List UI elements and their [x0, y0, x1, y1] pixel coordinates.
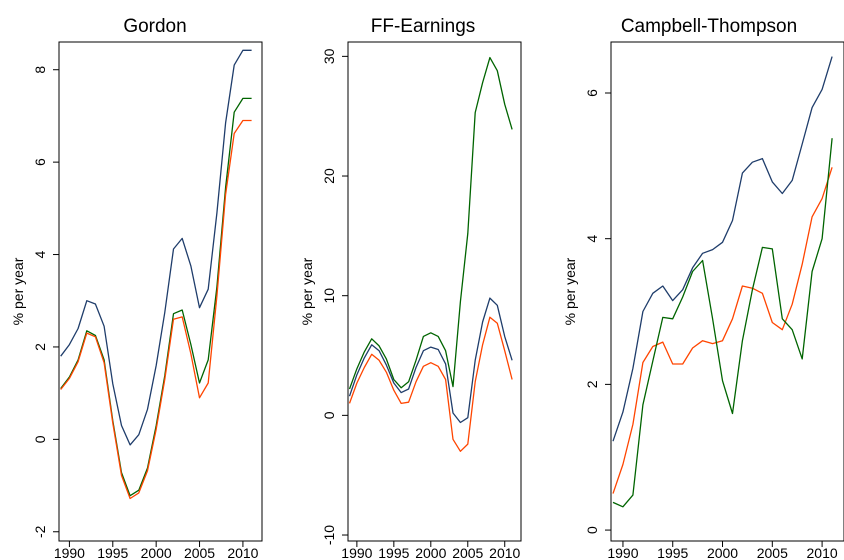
y-axis-label: % per year [299, 257, 315, 325]
chart-title: FF-Earnings [371, 16, 476, 37]
series-line [60, 119, 252, 500]
x-tick-label: 1990 [607, 545, 638, 560]
y-tick-label: 6 [584, 89, 600, 97]
x-tick-label: 2010 [807, 545, 838, 560]
series-line [612, 167, 833, 494]
plot-frame [347, 41, 522, 542]
y-tick-label: 0 [584, 526, 600, 534]
series-line [60, 49, 252, 446]
y-tick-label: 0 [321, 411, 337, 419]
chart-title: Campbell-Thompson [621, 16, 797, 37]
series-line [348, 316, 513, 452]
y-tick-label: -2 [32, 525, 48, 538]
y-tick-label: 2 [584, 380, 600, 388]
series-line [348, 56, 513, 390]
y-tick-label: 10 [321, 288, 337, 304]
x-tick-label: 2010 [489, 545, 520, 560]
x-tick-label: 2005 [452, 545, 483, 560]
series-line [612, 56, 833, 442]
y-tick-label: 4 [32, 250, 48, 258]
y-tick-label: 30 [321, 48, 337, 64]
chart-title: Gordon [123, 16, 186, 37]
y-tick-label: -10 [321, 525, 337, 545]
y-tick-label: 6 [32, 158, 48, 166]
y-tick-label: 8 [32, 66, 48, 74]
y-tick-label: 0 [32, 435, 48, 443]
series-line [60, 97, 252, 497]
y-axis-label: % per year [562, 257, 578, 325]
x-tick-label: 1995 [378, 545, 409, 560]
series-line [612, 138, 833, 508]
x-tick-label: 2005 [184, 545, 215, 560]
y-axis-label: % per year [10, 257, 26, 325]
x-tick-label: 2000 [415, 545, 446, 560]
series-line [348, 297, 513, 424]
x-tick-label: 2000 [707, 545, 738, 560]
x-tick-label: 1995 [97, 545, 128, 560]
x-tick-label: 2000 [141, 545, 172, 560]
x-tick-label: 1990 [54, 545, 85, 560]
x-tick-label: 2010 [227, 545, 258, 560]
y-tick-label: 4 [584, 235, 600, 243]
x-tick-label: 2005 [757, 545, 788, 560]
y-tick-label: 2 [32, 343, 48, 351]
x-tick-label: 1990 [341, 545, 372, 560]
x-tick-label: 1995 [657, 545, 688, 560]
plot-frame [58, 41, 263, 542]
y-tick-label: 20 [321, 168, 337, 184]
plot-frame [610, 41, 844, 542]
